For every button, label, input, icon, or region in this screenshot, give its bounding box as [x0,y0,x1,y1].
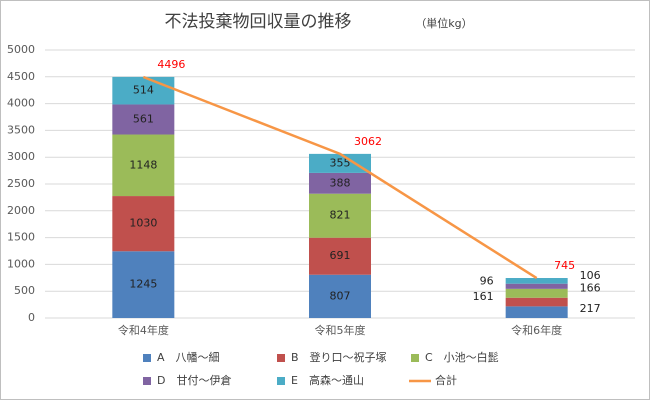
legend-label: A 八幡～細 [157,350,220,364]
bar-segment [309,274,371,318]
y-tick-label: 3000 [7,150,35,163]
y-tick-label: 1500 [7,231,35,244]
data-label: 1148 [129,158,157,171]
total-label: 3062 [354,135,382,148]
bar-segment [309,237,371,275]
legend-label: D 甘付～伊倉 [157,373,231,387]
data-label: 161 [473,290,494,303]
x-tick-label: 令和4年度 [118,323,169,337]
legend-swatch [277,377,285,385]
bar-segment [309,172,371,194]
data-label: 388 [330,176,351,189]
data-label: 1030 [129,217,157,230]
bar-segment [505,278,568,284]
total-line [142,75,538,280]
legend-swatch [277,354,285,362]
y-tick-label: 5000 [7,43,35,56]
bar-segment [112,251,175,318]
y-tick-label: 4000 [7,97,35,110]
bar-segment [309,153,371,173]
y-tick-label: 4500 [7,70,35,83]
data-label: 514 [133,84,154,97]
legend-swatch [143,354,151,362]
y-tick-label: 1000 [7,257,35,270]
legend-swatch [143,377,151,385]
total-label: 4496 [157,58,185,71]
chart-title: 不法投棄物回収量の推移 [165,12,352,32]
data-label: 561 [133,112,154,125]
chart-subtitle: （単位kg） [415,16,472,30]
data-label: 96 [480,274,494,287]
legend-label: E 高森～通山 [291,373,364,387]
data-label: 217 [580,302,601,315]
legend-label: 合計 [435,373,457,387]
bar-segment [309,193,371,238]
x-tick-label: 令和5年度 [315,323,366,337]
y-tick-label: 2500 [7,177,35,190]
bar-segment [505,288,568,298]
legend-swatch [411,354,419,362]
y-tick-label: 0 [28,311,35,324]
bar-segment [112,134,175,197]
y-tick-label: 2000 [7,204,35,217]
y-tick-label: 500 [14,284,35,297]
data-label: 807 [330,289,351,302]
bar-segment [505,306,568,318]
data-label: 691 [330,249,351,262]
y-tick-label: 3500 [7,123,35,136]
data-label: 821 [330,209,351,222]
data-label: 106 [580,269,601,282]
x-tick-label: 令和6年度 [511,323,562,337]
bar-segment [112,104,175,135]
data-label: 166 [580,281,601,294]
bar-segment [112,196,175,252]
data-label: 1245 [129,278,157,291]
bar-segment [505,283,568,289]
legend-label: B 登り口～祝子塚 [291,350,387,364]
legend-label: C 小池～白髭 [425,350,499,364]
bar-segment [112,76,175,105]
total-label: 745 [554,259,575,272]
data-label: 355 [330,156,351,169]
bar-segment [505,297,568,307]
